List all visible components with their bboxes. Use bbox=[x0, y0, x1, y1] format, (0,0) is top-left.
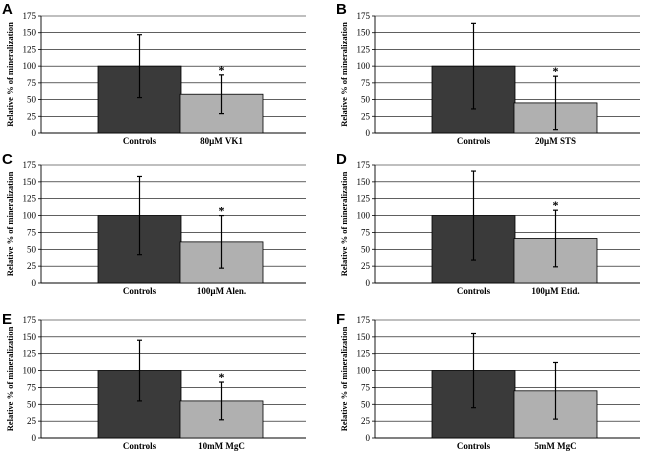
y-tick-label: 150 bbox=[357, 332, 371, 342]
y-tick-label: 150 bbox=[23, 28, 37, 38]
y-tick-label: 0 bbox=[32, 278, 37, 288]
panel-letter: C bbox=[2, 151, 13, 168]
category-label: 80µM VK1 bbox=[200, 136, 243, 146]
y-tick-label: 75 bbox=[361, 78, 371, 88]
y-tick-label: 50 bbox=[361, 95, 371, 105]
y-tick-label: 25 bbox=[27, 111, 37, 121]
y-tick-label: 175 bbox=[23, 11, 37, 21]
y-tick-label: 25 bbox=[27, 261, 37, 271]
y-tick-label: 175 bbox=[357, 315, 371, 325]
y-tick-label: 100 bbox=[23, 366, 37, 376]
category-label: Controls bbox=[457, 286, 491, 296]
y-tick-label: 125 bbox=[23, 44, 37, 54]
y-tick-label: 0 bbox=[32, 433, 37, 443]
panel-letter: E bbox=[2, 311, 12, 328]
panel-d: D 0 25 50 75 100 125 150 175 Relative % of minera… bbox=[336, 151, 640, 296]
y-tick-label: 75 bbox=[27, 78, 37, 88]
y-axis-label: Relative % of mineralization bbox=[339, 326, 349, 431]
y-tick-label: 75 bbox=[361, 227, 371, 237]
category-label: 10mM MgC bbox=[198, 441, 245, 451]
y-tick-label: 50 bbox=[361, 399, 371, 409]
y-tick-label: 75 bbox=[27, 227, 37, 237]
y-tick-label: 125 bbox=[357, 194, 371, 204]
y-tick-label: 50 bbox=[361, 244, 371, 254]
category-label: 100µM Etid. bbox=[531, 286, 579, 296]
y-axis-label: Relative % of mineralization bbox=[5, 22, 15, 127]
panel-letter: D bbox=[336, 151, 347, 168]
y-tick-label: 125 bbox=[357, 44, 371, 54]
significance-marker: * bbox=[553, 64, 559, 78]
significance-marker: * bbox=[553, 198, 559, 212]
y-tick-label: 125 bbox=[23, 194, 37, 204]
panel-c: C 0 25 50 75 100 125 150 175 Relative % of minera… bbox=[2, 151, 306, 296]
y-tick-label: 75 bbox=[361, 382, 371, 392]
category-label: Controls bbox=[123, 441, 157, 451]
y-tick-label: 50 bbox=[27, 244, 37, 254]
panel-e: E 0 25 50 75 100 125 150 175 Relative % of minera… bbox=[2, 311, 306, 451]
y-tick-label: 125 bbox=[357, 349, 371, 359]
panel-a: A 0 25 50 75 100 125 150 175 Relative % of minera… bbox=[2, 1, 306, 146]
significance-marker: * bbox=[219, 63, 225, 77]
y-tick-label: 25 bbox=[361, 416, 371, 426]
y-tick-label: 125 bbox=[23, 349, 37, 359]
y-axis-label: Relative % of mineralization bbox=[5, 171, 15, 276]
y-tick-label: 0 bbox=[366, 128, 371, 138]
y-tick-label: 25 bbox=[27, 416, 37, 426]
y-tick-label: 175 bbox=[357, 160, 371, 170]
y-tick-label: 100 bbox=[357, 61, 371, 71]
y-tick-label: 100 bbox=[357, 366, 371, 376]
y-tick-label: 50 bbox=[27, 399, 37, 409]
y-tick-label: 175 bbox=[23, 315, 37, 325]
y-tick-label: 175 bbox=[357, 11, 371, 21]
panel-b: B 0 25 50 75 100 125 150 175 Relative % of minera… bbox=[336, 1, 640, 146]
y-tick-label: 150 bbox=[357, 28, 371, 38]
y-tick-label: 50 bbox=[27, 95, 37, 105]
y-tick-label: 0 bbox=[32, 128, 37, 138]
category-label: 20µM STS bbox=[535, 136, 576, 146]
panel-letter: A bbox=[2, 1, 13, 18]
category-label: 100µM Alen. bbox=[197, 286, 246, 296]
category-label: Controls bbox=[457, 136, 491, 146]
y-axis-label: Relative % of mineralization bbox=[5, 326, 15, 431]
panel-f: F 0 25 50 75 100 125 150 175 Relative % of minera… bbox=[336, 311, 640, 451]
y-tick-label: 100 bbox=[357, 211, 371, 221]
y-axis-label: Relative % of mineralization bbox=[339, 22, 349, 127]
panel-letter: B bbox=[336, 1, 347, 18]
category-label: 5mM MgC bbox=[534, 441, 576, 451]
y-tick-label: 0 bbox=[366, 278, 371, 288]
y-tick-label: 0 bbox=[366, 433, 371, 443]
category-label: Controls bbox=[457, 441, 491, 451]
significance-marker: * bbox=[219, 370, 225, 384]
y-tick-label: 100 bbox=[23, 211, 37, 221]
category-label: Controls bbox=[123, 286, 157, 296]
y-tick-label: 150 bbox=[23, 332, 37, 342]
y-tick-label: 25 bbox=[361, 111, 371, 121]
y-tick-label: 150 bbox=[357, 177, 371, 187]
significance-marker: * bbox=[219, 204, 225, 218]
y-tick-label: 150 bbox=[23, 177, 37, 187]
y-tick-label: 100 bbox=[23, 61, 37, 71]
y-tick-label: 25 bbox=[361, 261, 371, 271]
y-axis-label: Relative % of mineralization bbox=[339, 171, 349, 276]
y-tick-label: 175 bbox=[23, 160, 37, 170]
panel-letter: F bbox=[336, 311, 345, 328]
category-label: Controls bbox=[123, 136, 157, 146]
y-tick-label: 75 bbox=[27, 382, 37, 392]
